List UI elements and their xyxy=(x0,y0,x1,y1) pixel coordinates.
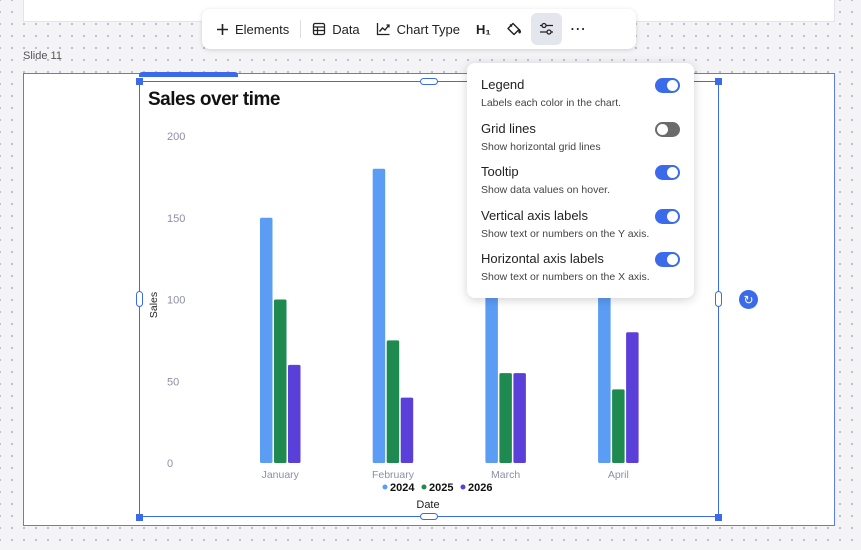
rotate-icon: ↻ xyxy=(743,292,754,307)
more-icon: ⋯ xyxy=(569,21,587,38)
y-tick-label: 100 xyxy=(167,295,185,307)
data-label: Data xyxy=(332,21,360,37)
x-axis-label: Date xyxy=(416,499,439,511)
chart-type-label: Chart Type xyxy=(396,21,461,37)
bar xyxy=(499,373,512,463)
slide-canvas[interactable] xyxy=(23,73,835,526)
legend-toggle[interactable] xyxy=(655,78,680,93)
resize-handle-top-right[interactable] xyxy=(715,78,722,85)
slide-label: Slide 11 xyxy=(23,50,62,62)
resize-handle-bottom-left[interactable] xyxy=(136,514,143,521)
option-legend: Legend Labels each color in the chart. xyxy=(481,77,680,121)
x-tick-label: March xyxy=(491,469,520,481)
line-chart-icon xyxy=(376,22,391,36)
tooltip-toggle[interactable] xyxy=(655,165,680,181)
option-grid-lines: Grid lines Show horizontal grid lines xyxy=(481,121,680,165)
y-tick-label: 0 xyxy=(167,458,173,470)
x-tick-label: January xyxy=(262,469,300,481)
chart-settings-panel: Legend Labels each color in the chart. G… xyxy=(467,63,694,298)
legend-label: 2026 xyxy=(468,482,492,494)
option-description: Show text or numbers on the X axis. xyxy=(481,271,650,284)
bar xyxy=(485,266,498,463)
sliders-icon xyxy=(539,22,554,36)
bar xyxy=(260,217,273,463)
chart-toolbar: Elements Data Chart Type H₁ ⋯ xyxy=(202,9,636,49)
data-button[interactable]: Data xyxy=(304,13,367,45)
x-tick-label: February xyxy=(372,469,415,481)
resize-handle-left[interactable] xyxy=(136,291,143,307)
chart-settings-button[interactable] xyxy=(530,13,562,45)
option-title: Legend xyxy=(481,77,525,92)
resize-handle-right[interactable] xyxy=(715,291,722,307)
grid-lines-toggle[interactable] xyxy=(655,121,680,137)
bar xyxy=(400,397,414,463)
plus-icon xyxy=(216,23,229,36)
resize-handle-bottom[interactable] xyxy=(420,513,438,520)
toolbar-divider xyxy=(300,20,302,38)
bar xyxy=(386,340,400,463)
option-vertical-axis-labels: Vertical axis labels Show text or number… xyxy=(481,208,680,252)
bar xyxy=(513,373,526,463)
elements-label: Elements xyxy=(235,21,290,37)
option-title: Vertical axis labels xyxy=(481,207,588,223)
option-horizontal-axis-labels: Horizontal axis labels Show text or numb… xyxy=(481,251,680,295)
option-title: Horizontal axis labels xyxy=(481,251,604,267)
bar xyxy=(274,299,287,463)
option-description: Show horizontal grid lines xyxy=(481,140,601,153)
legend-label: 2024 xyxy=(390,482,415,494)
bar xyxy=(598,250,611,463)
resize-handle-top-left[interactable] xyxy=(136,78,143,85)
y-tick-label: 150 xyxy=(167,213,185,225)
bar xyxy=(288,364,301,463)
paint-bucket-icon xyxy=(507,22,523,37)
elements-button[interactable]: Elements xyxy=(208,13,297,45)
chart-type-button[interactable]: Chart Type xyxy=(368,13,468,45)
bar xyxy=(612,389,625,463)
fill-color-button[interactable] xyxy=(499,13,531,45)
option-description: Show data values on hover. xyxy=(481,184,611,197)
chart-title[interactable]: Sales over time xyxy=(148,89,280,110)
rotate-button[interactable]: ↻ xyxy=(739,290,758,309)
resize-handle-top[interactable] xyxy=(420,78,438,85)
option-tooltip: Tooltip Show data values on hover. xyxy=(481,164,680,208)
legend-swatch xyxy=(460,484,466,490)
option-description: Labels each color in the chart. xyxy=(481,97,622,109)
legend-swatch xyxy=(421,484,427,490)
more-options-button[interactable]: ⋯ xyxy=(562,13,595,45)
heading-button[interactable]: H₁ xyxy=(468,13,499,45)
resize-handle-bottom-right[interactable] xyxy=(715,514,722,521)
legend-label: 2025 xyxy=(429,482,453,494)
vertical-axis-labels-toggle[interactable] xyxy=(655,208,680,224)
bar xyxy=(626,332,639,463)
horizontal-axis-labels-toggle[interactable] xyxy=(655,252,680,268)
y-tick-label: 50 xyxy=(167,376,179,388)
option-description: Show text or numbers on the Y axis. xyxy=(481,227,650,240)
y-tick-label: 200 xyxy=(167,131,185,143)
option-title: Grid lines xyxy=(481,120,536,136)
table-icon xyxy=(312,22,326,36)
y-axis-label: Sales xyxy=(148,292,160,318)
bar xyxy=(372,168,386,463)
heading-icon: H₁ xyxy=(476,21,491,37)
x-tick-label: April xyxy=(608,469,629,481)
legend-swatch xyxy=(382,484,388,490)
selection-tab[interactable] xyxy=(139,72,238,77)
option-title: Tooltip xyxy=(481,164,519,180)
